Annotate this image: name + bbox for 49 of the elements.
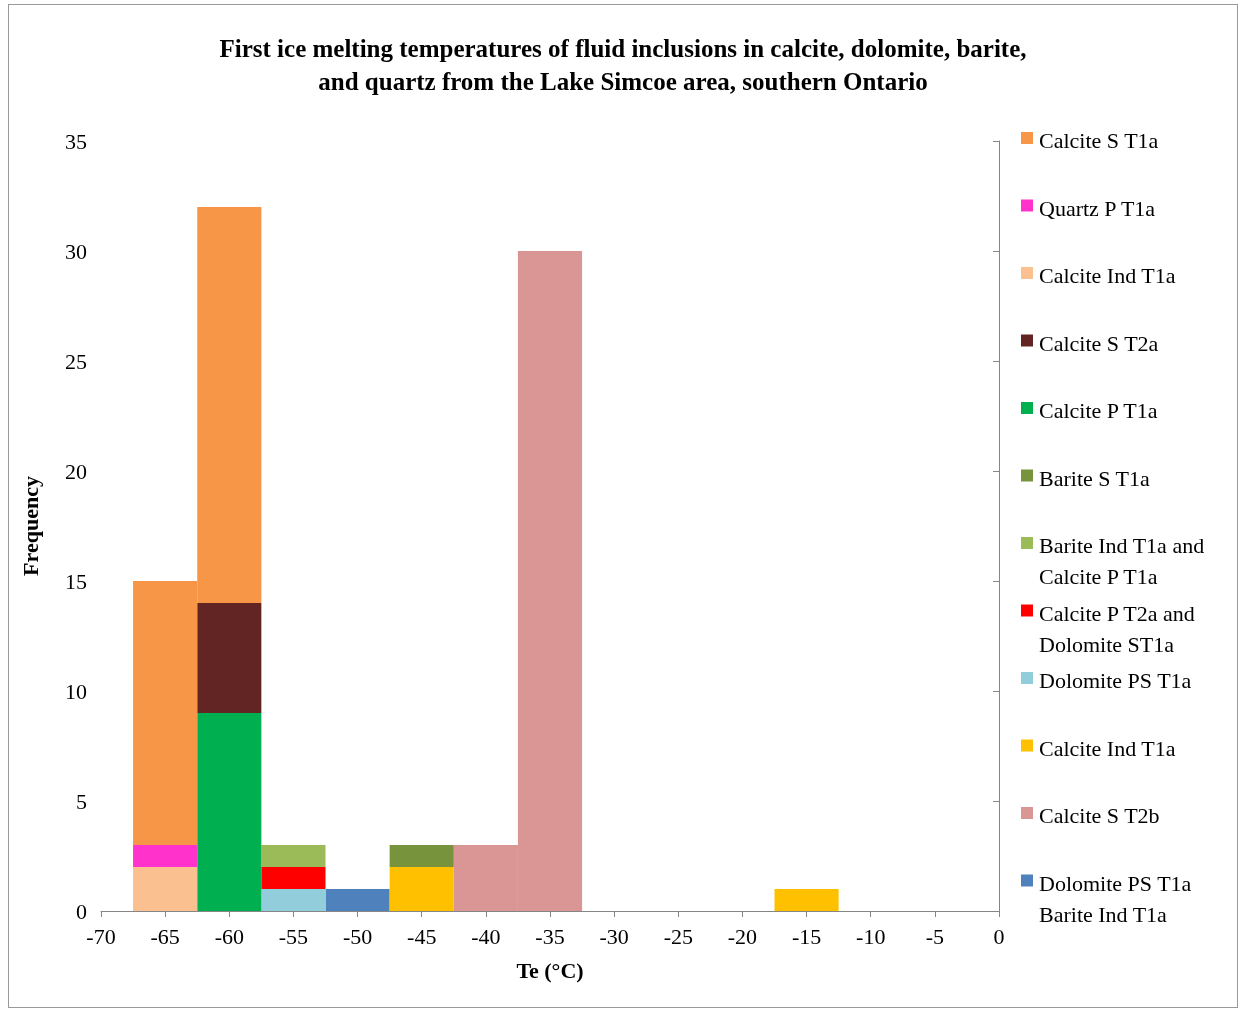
y-tick-label: 20 <box>65 458 87 484</box>
legend-label: Calcite S T2b <box>1039 803 1160 828</box>
x-tick-label: -15 <box>791 923 822 949</box>
bar <box>774 889 839 911</box>
bar <box>133 845 198 867</box>
y-tick-label: 15 <box>65 568 87 594</box>
x-tick-label: -25 <box>663 923 693 949</box>
legend-label: Barite Ind T1a and Calcite P T1a <box>1039 533 1210 589</box>
y-tick-label: 0 <box>76 898 87 924</box>
x-axis-title: Te (°C) <box>516 957 584 983</box>
legend-label: Quartz P T1a <box>1039 195 1156 221</box>
x-tick-label: -10 <box>856 923 886 949</box>
x-tick-label: -30 <box>599 923 629 949</box>
bar <box>389 845 454 867</box>
bar <box>261 867 326 889</box>
legend-label: Calcite S T1a <box>1039 128 1159 153</box>
chart-title: First ice melting temperatures of fluid inclusions in calcite, dolomite, barite, and quartz from the Lake Simcoe area, southern Ontario <box>219 35 1027 95</box>
bar <box>261 845 326 867</box>
x-tick-label: -45 <box>407 923 437 949</box>
x-tick-label: -35 <box>535 923 565 949</box>
bar <box>325 889 390 911</box>
y-tick-label: 10 <box>65 678 87 704</box>
y-tick-label: 25 <box>65 348 87 374</box>
y-tick-label: 30 <box>65 238 87 264</box>
x-tick-label: -60 <box>214 923 244 949</box>
y-tick-label: 5 <box>76 788 87 814</box>
legend-label: Dolomite PS T1a Barite Ind T1a <box>1039 870 1197 927</box>
x-tick-label: -5 <box>925 923 945 949</box>
x-tick-label: -40 <box>471 923 501 949</box>
bar <box>261 889 326 911</box>
legend-label: Calcite S T2a <box>1039 330 1159 356</box>
x-tick-label: 0 <box>993 923 1005 949</box>
x-tick-label: -20 <box>727 923 758 949</box>
bar <box>197 713 262 911</box>
y-axis-title: Frequency <box>17 476 43 576</box>
bar <box>389 867 454 911</box>
legend-label: Calcite Ind T1a <box>1039 263 1176 288</box>
legend-label: Calcite P T2a and Dolomite ST1a <box>1039 600 1201 657</box>
x-tick-label: -55 <box>278 923 309 949</box>
legend-label: Calcite P T1a <box>1039 398 1158 423</box>
legend-label: Calcite Ind T1a <box>1039 735 1176 761</box>
x-tick-label: -70 <box>86 923 116 949</box>
x-tick-label: -65 <box>150 923 180 949</box>
legend-label: Dolomite PS T1a <box>1039 668 1192 693</box>
y-tick-label: 35 <box>65 128 87 154</box>
bar <box>197 603 262 713</box>
legend-label: Barite S T1a <box>1039 465 1151 491</box>
bar <box>133 867 198 911</box>
x-tick-label: -50 <box>342 923 373 949</box>
